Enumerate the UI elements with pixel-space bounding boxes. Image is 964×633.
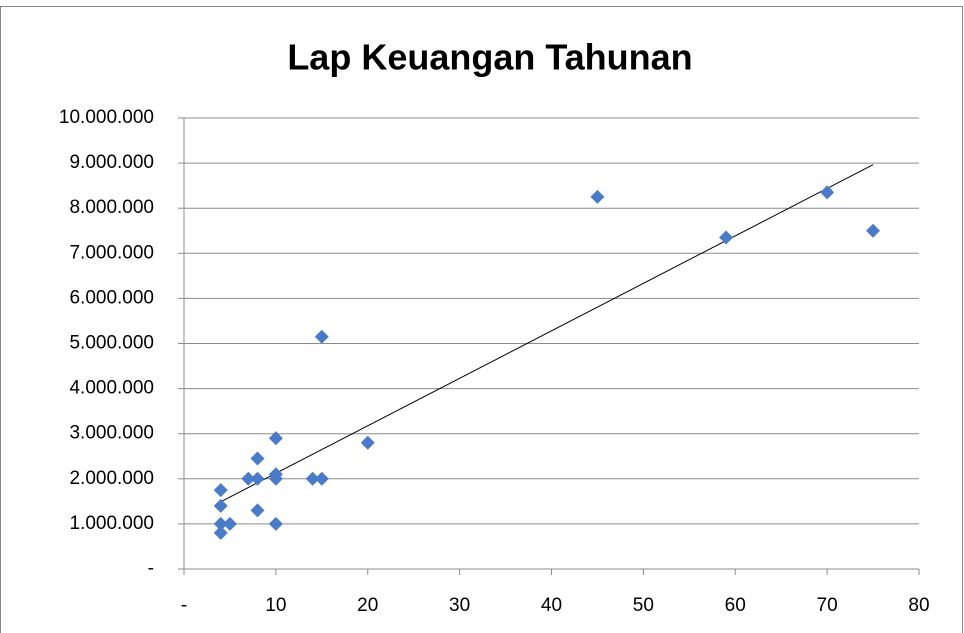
x-tick-label: - bbox=[181, 595, 187, 616]
x-tick-label: 50 bbox=[633, 595, 654, 616]
y-tick-label: 9.000.000 bbox=[69, 152, 154, 173]
point bbox=[314, 471, 329, 486]
point bbox=[250, 451, 265, 466]
y-tick-label: 4.000.000 bbox=[69, 378, 154, 399]
point bbox=[250, 503, 265, 518]
point bbox=[268, 471, 283, 486]
point bbox=[213, 516, 228, 531]
point bbox=[250, 471, 265, 486]
x-tick-label: 30 bbox=[449, 595, 470, 616]
y-tick-label: 8.000.000 bbox=[69, 197, 154, 218]
chart-border bbox=[0, 6, 963, 633]
x-tick-label: 70 bbox=[817, 595, 838, 616]
point bbox=[820, 185, 835, 200]
x-tick-label: 40 bbox=[541, 595, 562, 616]
point bbox=[268, 516, 283, 531]
point bbox=[719, 230, 734, 245]
x-tick-label: 10 bbox=[265, 595, 286, 616]
point bbox=[268, 431, 283, 446]
x-tick-label: 80 bbox=[908, 595, 929, 616]
x-tick-label: 20 bbox=[357, 595, 378, 616]
point bbox=[241, 471, 256, 486]
y-tick-label: 2.000.000 bbox=[69, 468, 154, 489]
point bbox=[305, 471, 320, 486]
y-tick-label: 3.000.000 bbox=[69, 423, 154, 444]
trendline bbox=[220, 164, 874, 503]
chart-title: Lap Keuangan Tahunan bbox=[287, 37, 692, 78]
point bbox=[213, 498, 228, 513]
point bbox=[213, 525, 228, 540]
y-tick-label: 10.000.000 bbox=[59, 107, 154, 128]
point bbox=[222, 516, 237, 531]
x-tick-label: 60 bbox=[725, 595, 746, 616]
point bbox=[314, 329, 329, 344]
y-tick-label: - bbox=[148, 558, 154, 579]
point bbox=[213, 483, 228, 498]
y-tick-label: 1.000.000 bbox=[69, 513, 154, 534]
y-tick-label: 7.000.000 bbox=[69, 242, 154, 263]
y-tick-label: 5.000.000 bbox=[69, 333, 154, 354]
point bbox=[360, 435, 375, 450]
y-tick-label: 6.000.000 bbox=[69, 287, 154, 308]
point bbox=[590, 189, 605, 204]
point bbox=[866, 223, 881, 238]
